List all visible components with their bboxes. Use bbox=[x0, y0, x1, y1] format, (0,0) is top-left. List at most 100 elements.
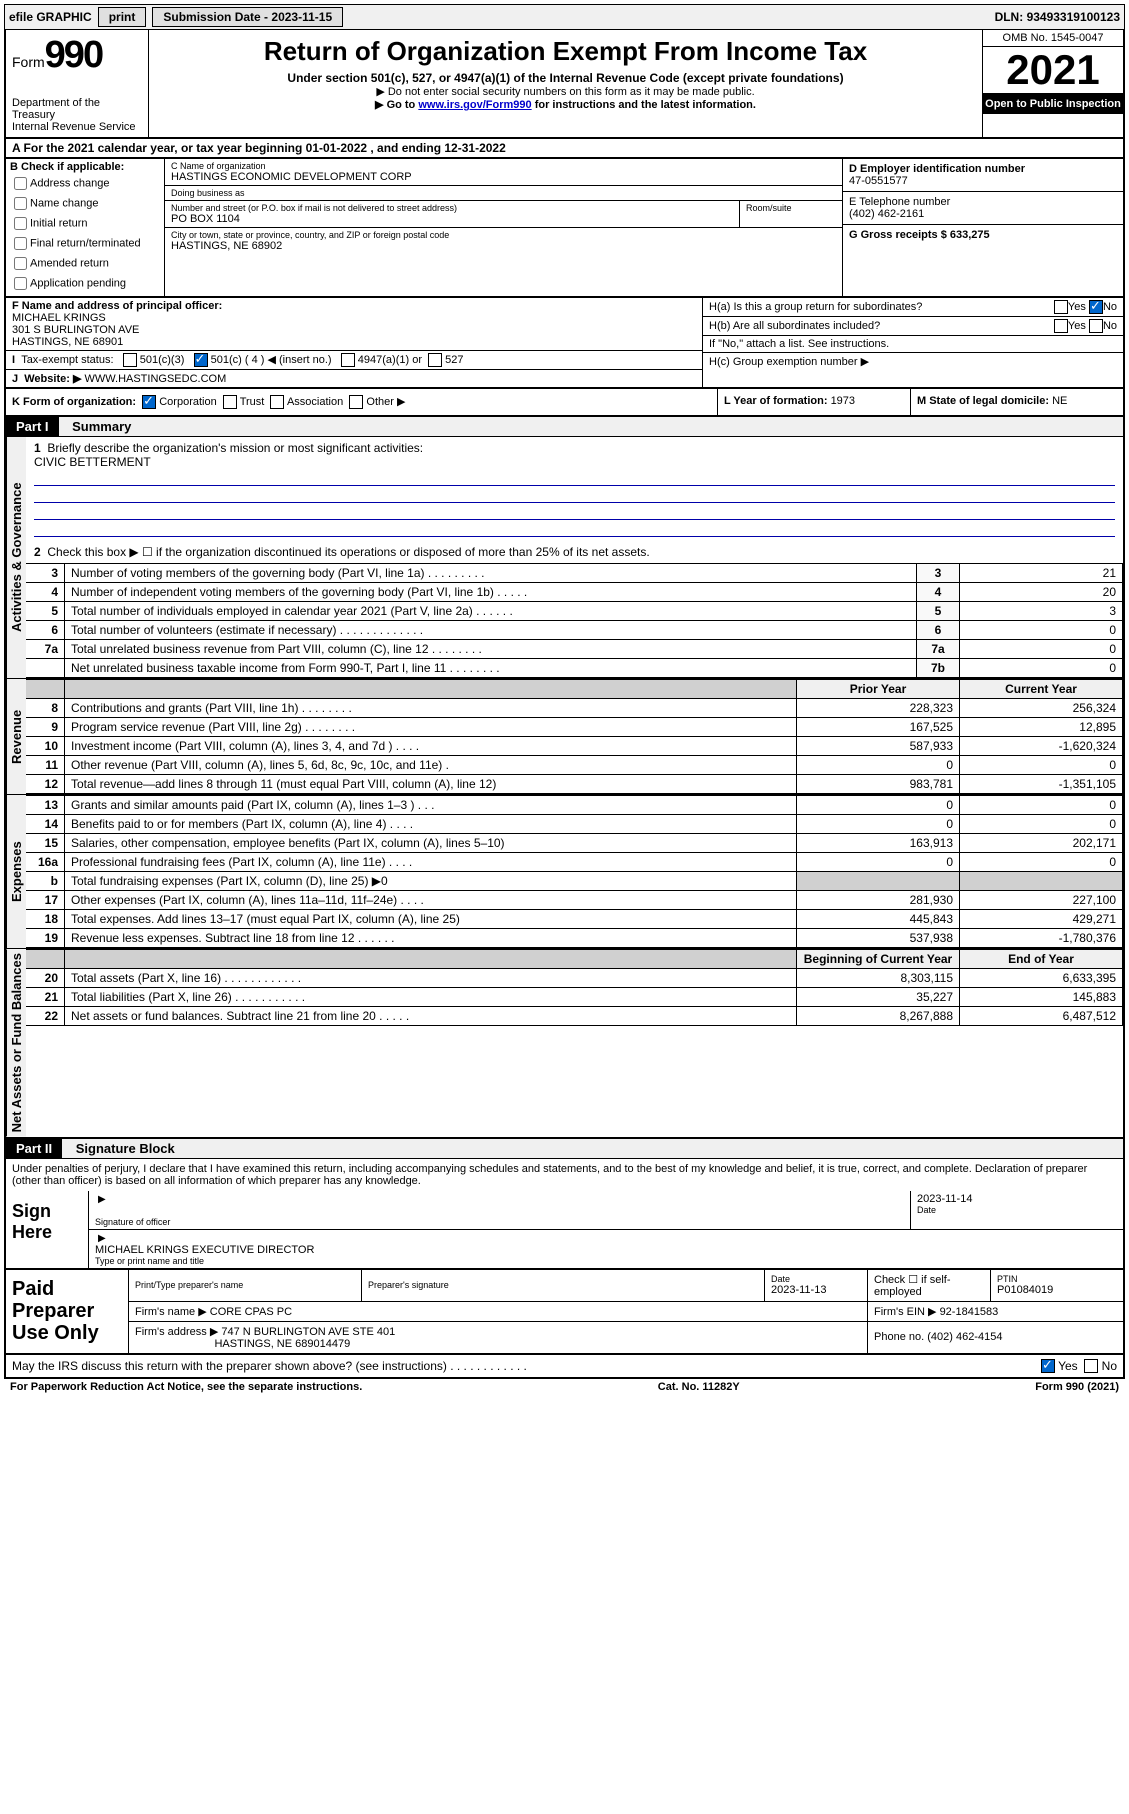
top-bar: efile GRAPHIC print Submission Date - 20… bbox=[4, 4, 1125, 30]
chk-501c[interactable] bbox=[194, 353, 208, 367]
part-1-title: Summary bbox=[62, 419, 131, 434]
website-value: WWW.HASTINGSEDC.COM bbox=[84, 373, 226, 385]
firm-name-label: Firm's name ▶ bbox=[135, 1306, 207, 1318]
ha-yes[interactable] bbox=[1054, 300, 1068, 314]
row-l: L Year of formation: 1973 bbox=[718, 389, 911, 415]
vlabel-expenses: Expenses bbox=[6, 795, 26, 948]
block-activities-governance: Activities & Governance 1 Briefly descri… bbox=[6, 437, 1123, 679]
row-k: K Form of organization: Corporation Trus… bbox=[6, 389, 718, 415]
discuss-yes[interactable] bbox=[1041, 1359, 1055, 1373]
form-title: Return of Organization Exempt From Incom… bbox=[155, 36, 976, 67]
chk-name-change[interactable]: Name change bbox=[10, 194, 160, 213]
firm-ein: 92-1841583 bbox=[940, 1306, 999, 1318]
footer-mid: Cat. No. 11282Y bbox=[658, 1381, 740, 1393]
chk-final-return[interactable]: Final return/terminated bbox=[10, 234, 160, 253]
section-f: F Name and address of principal officer:… bbox=[6, 298, 702, 351]
preparer-block: Paid Preparer Use Only Print/Type prepar… bbox=[4, 1270, 1125, 1355]
h-a: H(a) Is this a group return for subordin… bbox=[703, 298, 1123, 317]
block-revenue: Revenue Prior YearCurrent Year8Contribut… bbox=[6, 679, 1123, 795]
vlabel-net: Net Assets or Fund Balances bbox=[6, 949, 26, 1136]
table-governance-lines: 3Number of voting members of the governi… bbox=[26, 563, 1123, 678]
form-subtitle: Under section 501(c), 527, or 4947(a)(1)… bbox=[155, 71, 976, 85]
header-right: OMB No. 1545-0047 2021 Open to Public In… bbox=[983, 30, 1123, 137]
part-2-header: Part II bbox=[6, 1139, 62, 1158]
phone-label: Phone no. bbox=[874, 1331, 927, 1343]
chk-corporation[interactable] bbox=[142, 395, 156, 409]
ein-label: D Employer identification number bbox=[849, 163, 1025, 175]
vlabel-activities: Activities & Governance bbox=[6, 437, 26, 678]
officer-signature-field[interactable]: Signature of officer bbox=[89, 1191, 911, 1229]
chk-4947[interactable] bbox=[341, 353, 355, 367]
ptin-value: P01084019 bbox=[997, 1284, 1053, 1296]
city-value: HASTINGS, NE 68902 bbox=[171, 240, 836, 252]
irs-label: Internal Revenue Service bbox=[12, 121, 142, 133]
street-value: PO BOX 1104 bbox=[171, 213, 733, 225]
hb-yes[interactable] bbox=[1054, 319, 1068, 333]
note-link: ▶ Go to www.irs.gov/Form990 for instruct… bbox=[155, 98, 976, 111]
part-2-title: Signature Block bbox=[66, 1141, 175, 1156]
signature-date: 2023-11-14 Date bbox=[911, 1191, 1123, 1229]
table-expenses: 13Grants and similar amounts paid (Part … bbox=[26, 795, 1123, 948]
ha-no[interactable] bbox=[1089, 300, 1103, 314]
officer-label: F Name and address of principal officer: bbox=[12, 300, 222, 312]
tel-label: E Telephone number bbox=[849, 196, 950, 208]
officer-addr2: HASTINGS, NE 68901 bbox=[12, 336, 123, 348]
h-c: H(c) Group exemption number ▶ bbox=[703, 353, 1123, 370]
officer-name-title: MICHAEL KRINGS EXECUTIVE DIRECTOR Type o… bbox=[89, 1230, 1123, 1268]
street-label: Number and street (or P.O. box if mail i… bbox=[171, 203, 733, 213]
footer-right: Form 990 (2021) bbox=[1035, 1381, 1119, 1393]
form-number: Form990 bbox=[12, 34, 142, 77]
self-employed-check[interactable]: Check ☐ if self-employed bbox=[874, 1274, 951, 1298]
chk-other[interactable] bbox=[349, 395, 363, 409]
prep-name-label: Print/Type preparer's name bbox=[135, 1280, 355, 1290]
irs-link[interactable]: www.irs.gov/Form990 bbox=[418, 99, 531, 111]
row-m: M State of legal domicile: NE bbox=[911, 389, 1123, 415]
block-bcd: B Check if applicable: Address change Na… bbox=[4, 159, 1125, 298]
chk-association[interactable] bbox=[270, 395, 284, 409]
org-name: HASTINGS ECONOMIC DEVELOPMENT CORP bbox=[171, 171, 836, 183]
chk-application-pending[interactable]: Application pending bbox=[10, 274, 160, 293]
sign-here-label: Sign Here bbox=[6, 1191, 89, 1268]
discuss-no[interactable] bbox=[1084, 1359, 1098, 1373]
note-ssn: ▶ Do not enter social security numbers o… bbox=[155, 85, 976, 98]
print-button[interactable]: print bbox=[98, 7, 147, 27]
hb-no[interactable] bbox=[1089, 319, 1103, 333]
chk-501c3[interactable] bbox=[123, 353, 137, 367]
chk-amended[interactable]: Amended return bbox=[10, 254, 160, 273]
declaration-text: Under penalties of perjury, I declare th… bbox=[4, 1159, 1125, 1191]
org-name-label: C Name of organization bbox=[171, 161, 836, 171]
may-irs-discuss: May the IRS discuss this return with the… bbox=[4, 1355, 1125, 1380]
firm-ein-label: Firm's EIN ▶ bbox=[874, 1306, 937, 1318]
footer-left: For Paperwork Reduction Act Notice, see … bbox=[10, 1381, 362, 1393]
tel-value: (402) 462-2161 bbox=[849, 208, 924, 220]
chk-address-change[interactable]: Address change bbox=[10, 174, 160, 193]
officer-addr1: 301 S BURLINGTON AVE bbox=[12, 324, 139, 336]
dba-label: Doing business as bbox=[171, 188, 836, 198]
phone-value: (402) 462-4154 bbox=[927, 1331, 1002, 1343]
section-d: D Employer identification number 47-0551… bbox=[843, 159, 1123, 296]
row-i-tax-status: I Tax-exempt status: 501(c)(3) 501(c) ( … bbox=[6, 351, 702, 370]
firm-name: CORE CPAS PC bbox=[210, 1306, 292, 1318]
tax-year: 2021 bbox=[983, 46, 1123, 94]
firm-addr-label: Firm's address ▶ bbox=[135, 1326, 218, 1338]
h-b-note: If "No," attach a list. See instructions… bbox=[703, 336, 1123, 353]
gross-label: G Gross receipts $ bbox=[849, 229, 950, 241]
chk-527[interactable] bbox=[428, 353, 442, 367]
ein-value: 47-0551577 bbox=[849, 175, 908, 187]
omb-number: OMB No. 1545-0047 bbox=[983, 30, 1123, 46]
dept-treasury: Department of the Treasury bbox=[12, 97, 142, 121]
block-klm: K Form of organization: Corporation Trus… bbox=[4, 389, 1125, 417]
part-1: Part I Summary Activities & Governance 1… bbox=[4, 417, 1125, 1138]
firm-addr1: 747 N BURLINGTON AVE STE 401 bbox=[221, 1326, 395, 1338]
h-b: H(b) Are all subordinates included? Yes … bbox=[703, 317, 1123, 336]
dln: DLN: 93493319100123 bbox=[995, 10, 1120, 24]
chk-initial-return[interactable]: Initial return bbox=[10, 214, 160, 233]
chk-trust[interactable] bbox=[223, 395, 237, 409]
table-revenue: Prior YearCurrent Year8Contributions and… bbox=[26, 679, 1123, 794]
efile-label: efile GRAPHIC bbox=[9, 10, 92, 24]
room-label: Room/suite bbox=[746, 203, 836, 213]
open-inspection: Open to Public Inspection bbox=[983, 94, 1123, 114]
line-1-mission: 1 Briefly describe the organization's mi… bbox=[26, 437, 1123, 541]
part-1-header: Part I bbox=[6, 417, 59, 436]
form-header: Form990 Department of the Treasury Inter… bbox=[4, 30, 1125, 139]
